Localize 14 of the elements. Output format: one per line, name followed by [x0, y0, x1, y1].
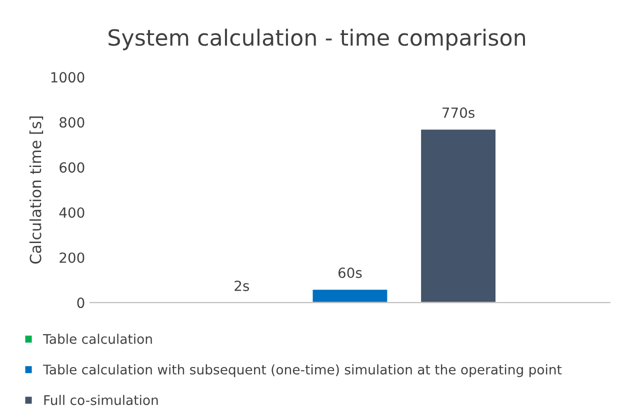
y-tick-label: 1000	[51, 72, 84, 83]
legend-label: Table calculation	[42, 334, 152, 344]
data-label: 60s	[338, 268, 362, 278]
y-tick-label: 400	[59, 207, 84, 218]
y-tick-label: 600	[60, 162, 84, 173]
data-label: 2s	[234, 280, 250, 292]
chart-title: System calculation - time comparison	[108, 28, 525, 50]
y-axis-title: Calculation time [s]	[29, 116, 44, 264]
legend-label: Full co-simulation	[44, 394, 158, 406]
y-tick-label: 200	[60, 252, 84, 263]
legend-label: Table calculation with subsequent (one-time) simulation at the operating point	[42, 364, 562, 378]
data-label: 770s	[442, 107, 474, 118]
y-tick-label: 800	[60, 117, 84, 128]
y-tick-label: 0	[77, 298, 84, 308]
